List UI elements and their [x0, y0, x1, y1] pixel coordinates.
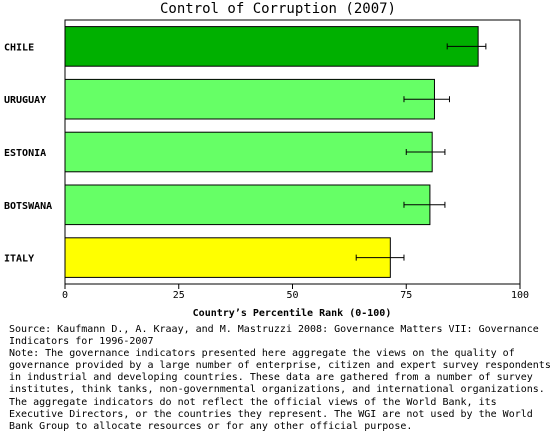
category-label: ESTONIA: [4, 148, 46, 159]
category-label: BOTSWANA: [4, 201, 52, 212]
bar-italy: [64, 237, 391, 278]
bar-chart: Control of Corruption (2007) CHILE URUGUA…: [4, 1, 529, 319]
error-bar-uruguay: [403, 96, 450, 103]
category-label: CHILE: [4, 42, 34, 53]
bar-estonia: [64, 131, 433, 173]
source-note: Source: Kaufmann D., A. Kraay, and M. Ma…: [9, 324, 539, 348]
x-tick-label: 50: [286, 290, 298, 301]
footnotes: Source: Kaufmann D., A. Kraay, and M. Ma…: [9, 324, 555, 433]
disclaimer-note: Note: The governance indicators presente…: [9, 348, 551, 432]
x-tick-label: 75: [400, 290, 412, 301]
error-bar-italy: [355, 254, 405, 261]
bar-uruguay: [64, 78, 435, 120]
x-axis: 0 25 50 75 100: [62, 284, 529, 301]
category-label: URUGUAY: [4, 95, 46, 106]
category-labels: CHILE URUGUAY ESTONIA BOTSWANA ITALY: [4, 42, 52, 264]
error-bar-botswana: [403, 201, 446, 208]
x-tick-label: 100: [511, 290, 529, 301]
x-tick-label: 0: [62, 290, 68, 301]
category-label: ITALY: [4, 254, 34, 265]
bar-botswana: [64, 184, 431, 226]
error-bar-chile: [446, 43, 487, 50]
chart-title: Control of Corruption (2007): [160, 1, 396, 17]
bar-group: [64, 26, 487, 278]
x-axis-label: Country’s Percentile Rank (0-100): [193, 307, 392, 319]
error-bar-estonia: [405, 149, 446, 155]
x-tick-label: 25: [173, 290, 185, 301]
bar-chile: [64, 26, 479, 67]
